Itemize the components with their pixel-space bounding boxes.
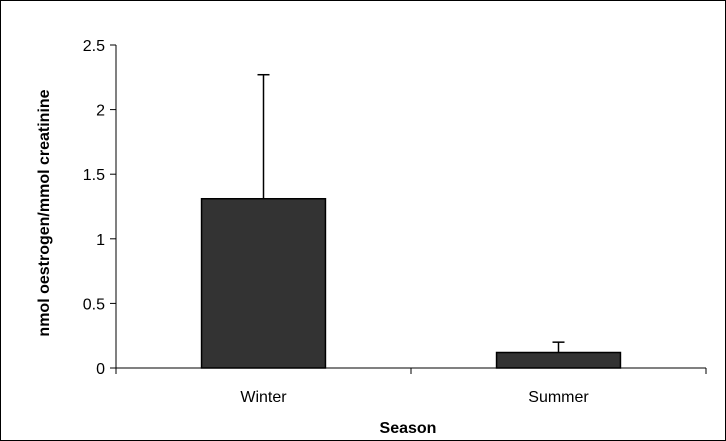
y-tick-label: 1.5 xyxy=(83,167,105,184)
y-axis-title: nmol oestrogen/mmol creatinine xyxy=(36,89,53,336)
y-tick-label: 2.5 xyxy=(83,38,105,55)
bar-winter xyxy=(200,197,327,369)
bar-summer xyxy=(495,351,622,369)
x-axis-title: Season xyxy=(380,420,437,437)
y-tick-label: 0.5 xyxy=(83,296,105,313)
x-axis-ticks: Winter Summer xyxy=(115,368,707,406)
bars xyxy=(200,73,622,369)
x-tick-label-winter: Winter xyxy=(240,389,287,406)
y-tick-label: 1 xyxy=(96,232,105,249)
x-tick-label-summer: Summer xyxy=(528,389,589,406)
y-axis-ticks: 0 0.5 1 1.5 2 2.5 xyxy=(83,38,116,378)
y-tick-label: 0 xyxy=(96,361,105,378)
y-tick-label: 2 xyxy=(96,103,105,120)
